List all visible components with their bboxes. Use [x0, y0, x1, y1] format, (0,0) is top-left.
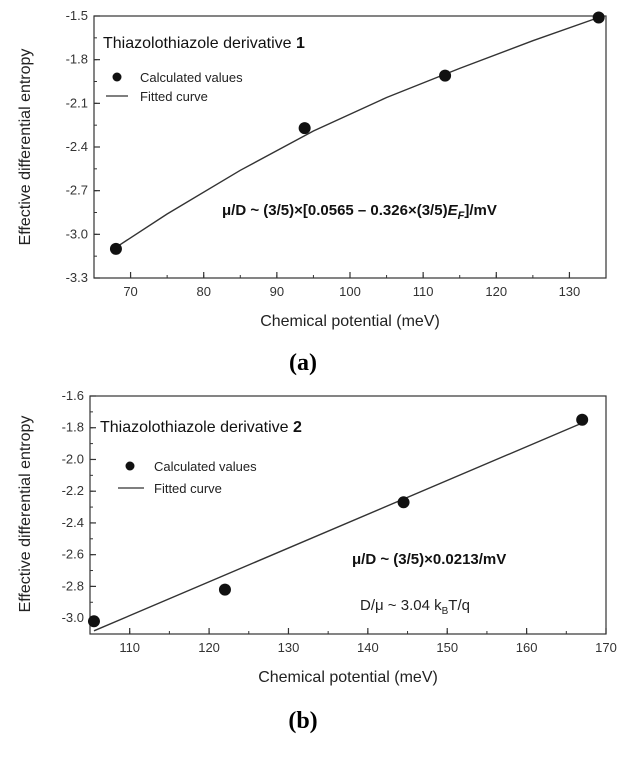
legend-entry-points: Calculated values	[154, 459, 257, 474]
fitted-curve	[115, 16, 599, 248]
x-tick-label: 100	[339, 284, 361, 299]
legend: Calculated values Fitted curve	[118, 459, 257, 496]
x-tick-label: 170	[595, 640, 617, 655]
chart-title: Thiazolothiazole derivative 1	[103, 35, 305, 52]
x-tick-label: 140	[357, 640, 379, 655]
chart-panel-b: 110 120 130 140 150 160 170 -3.0 -2.8 -2.6 -2.4 -2…	[17, 388, 617, 734]
fit-equation: μ/D ~ (3/5)×0.0213/mV	[352, 551, 506, 568]
y-axis-label: Effective differential entropy	[17, 416, 34, 613]
y-tick-label: -3.3	[66, 270, 88, 285]
chart-panel-a: 70 80 90 100 110 120 130 -3.3-3.0-2.7-2.4-2.1-…	[17, 8, 607, 376]
legend-entry-points: Calculated values	[140, 70, 243, 85]
series-layer	[109, 11, 605, 255]
panel-label-b: (b)	[288, 708, 317, 734]
y-tick-label: -2.8	[62, 578, 84, 593]
x-axis-label: Chemical potential (meV)	[260, 313, 440, 330]
x-axis-ticks: 70 80 90 100 110 120 130	[93, 272, 607, 299]
y-tick-label: -2.4	[66, 139, 88, 154]
x-tick-label: 80	[196, 284, 210, 299]
y-tick-label: -2.2	[62, 483, 84, 498]
y-tick-label: -2.6	[62, 547, 84, 562]
panel-label-a: (a)	[289, 350, 317, 376]
x-tick-label: 110	[413, 284, 434, 299]
x-tick-label: 70	[123, 284, 137, 299]
data-point	[109, 242, 122, 255]
plot-frame	[93, 15, 607, 279]
data-point	[592, 11, 605, 24]
fitted-curve	[93, 422, 583, 632]
data-point	[218, 583, 231, 596]
data-point	[298, 122, 311, 135]
x-tick-label: 160	[516, 640, 538, 655]
y-tick-label: -1.8	[62, 420, 84, 435]
data-point	[439, 69, 452, 82]
data-point	[87, 615, 100, 628]
y-tick-label: -3.0	[66, 226, 88, 241]
legend: Calculated values Fitted curve	[106, 70, 243, 104]
series-layer	[87, 413, 589, 632]
x-axis-ticks: 110 120 130 140 150 160 170	[89, 628, 617, 655]
x-tick-label: 130	[278, 640, 300, 655]
y-tick-label: -3.0	[62, 610, 84, 625]
x-tick-label: 120	[198, 640, 220, 655]
y-tick-label: -2.0	[62, 451, 84, 466]
y-axis-ticks: -3.3 -3.0 -2.7 -2.4 -2.1 -1.8 -1.5	[66, 8, 100, 285]
y-axis-label: Effective differential entropy	[17, 49, 34, 246]
y-axis-ticks: -3.0 -2.8 -2.6 -2.4 -2.2 -2.0 -1.8 -1.6	[62, 388, 96, 635]
legend-entry-fit: Fitted curve	[154, 481, 222, 496]
x-tick-label: 90	[270, 284, 284, 299]
legend-marker-points	[112, 72, 122, 82]
x-tick-label: 150	[436, 640, 458, 655]
y-tick-label: -2.4	[62, 515, 84, 530]
legend-entry-fit: Fitted curve	[140, 89, 208, 104]
ratio-note: D/μ ~ 3.04 kBT/q	[360, 597, 470, 617]
y-tick-label: -1.8	[66, 52, 88, 67]
y-tick-label: -1.5	[66, 8, 88, 23]
y-tick-label: -2.7	[66, 183, 88, 198]
y-tick-label: -2.1	[66, 95, 88, 110]
x-tick-label: 120	[485, 284, 507, 299]
chart-title: Thiazolothiazole derivative 2	[100, 419, 302, 436]
x-axis-label: Chemical potential (meV)	[258, 669, 438, 686]
fit-equation: μ/D ~ (3/5)×[0.0565 – 0.326×(3/5)EF]/mV	[222, 202, 497, 222]
legend-marker-points	[125, 461, 135, 471]
data-point	[576, 413, 589, 426]
x-tick-label: 130	[559, 284, 581, 299]
y-tick-label: -1.6	[62, 388, 84, 403]
data-point	[397, 496, 410, 509]
x-tick-label: 110	[119, 640, 140, 655]
plot-frame	[89, 395, 607, 635]
